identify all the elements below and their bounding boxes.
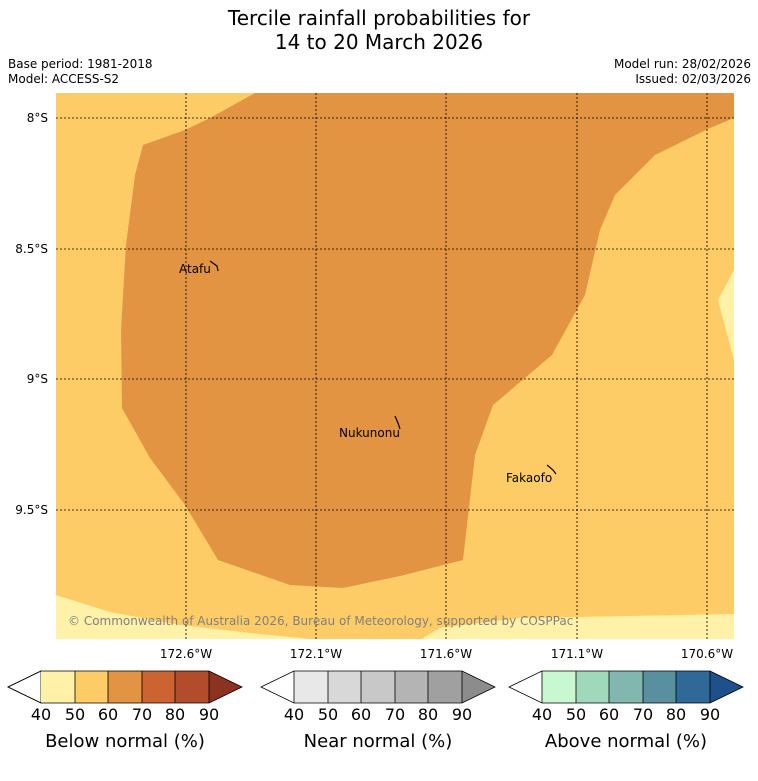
lon-label: 172.1°W: [290, 647, 342, 661]
atolls: [209, 260, 557, 475]
place-label-atafu: Atafu: [179, 262, 211, 276]
legend-label: Below normal (%): [45, 731, 205, 752]
legend-label: Above normal (%): [545, 731, 707, 752]
map-title: Tercile rainfall probabilities for 14 to…: [0, 6, 758, 54]
below-normal-60-70-region: [121, 93, 734, 588]
meta-left: Base period: 1981-2018 Model: ACCESS-S2: [8, 57, 153, 87]
legend-extend-min: [261, 671, 294, 703]
lon-label: 170.6°W: [681, 647, 733, 661]
title-line-2: 14 to 20 March 2026: [274, 30, 484, 54]
model-run: Model run: 28/02/2026: [613, 57, 751, 71]
lat-labels: 8°S 8.5°S 9°S 9.5°S: [15, 111, 48, 517]
legend-tick: 80: [165, 705, 185, 724]
legend-tick: 70: [633, 705, 653, 724]
legend-tick: 80: [666, 705, 686, 724]
lon-label: 171.6°W: [420, 647, 472, 661]
legend-dividers: [293, 671, 463, 703]
base-period: Base period: 1981-2018: [8, 57, 153, 71]
legend-tick: 80: [418, 705, 438, 724]
lon-label: 172.6°W: [160, 647, 212, 661]
legend-swatch: [676, 671, 710, 703]
legend-tick: 90: [199, 705, 219, 724]
legend-tick: 40: [284, 705, 304, 724]
legend-extend-max: [462, 671, 495, 703]
below-normal-40-50-region-southeast: [421, 614, 734, 639]
place-label-fakaofo: Fakaofo: [506, 471, 552, 485]
lat-label: 8.5°S: [15, 242, 48, 256]
legend-ticks: 40 50 60 70 80 90: [284, 705, 472, 724]
issued-date: Issued: 02/03/2026: [635, 72, 751, 86]
lon-labels: 172.6°W 172.1°W 171.6°W 171.1°W 170.6°W: [160, 647, 733, 661]
legend-tick: 70: [385, 705, 405, 724]
title-line-1: Tercile rainfall probabilities for: [227, 6, 531, 30]
legend-tick: 50: [566, 705, 586, 724]
map-area: [56, 93, 734, 639]
place-label-nukunonu: Nukunonu: [339, 426, 400, 440]
legend-tick: 60: [599, 705, 619, 724]
legend-near-normal: 40 50 60 70 80 90 Near normal (%): [260, 670, 496, 752]
fakaofo-atoll-shape: [546, 464, 557, 475]
legend-tick: 50: [65, 705, 85, 724]
legend-tick: 40: [532, 705, 552, 724]
legend-swatch: [294, 671, 328, 703]
legend-extend-max: [710, 671, 743, 703]
legend-swatch: [428, 671, 462, 703]
legend-tick: 50: [318, 705, 338, 724]
legend-ticks: 40 50 60 70 80 90: [31, 705, 219, 724]
legend-dividers: [74, 671, 210, 703]
legend-below-normal: 40 50 60 70 80 90 Below normal (%): [7, 670, 243, 752]
legend-extend-min: [509, 671, 542, 703]
legend-swatch: [41, 671, 75, 703]
lon-label: 171.1°W: [551, 647, 603, 661]
legend-label: Near normal (%): [304, 731, 453, 752]
lat-label: 8°S: [27, 111, 48, 125]
legend-extend-max: [209, 671, 242, 703]
legend-swatch: [108, 671, 142, 703]
model-name: Model: ACCESS-S2: [8, 72, 120, 86]
graticule: [56, 93, 734, 639]
legend-swatch: [361, 671, 395, 703]
meta-right: Model run: 28/02/2026 Issued: 02/03/2026: [614, 57, 751, 87]
copyright-notice: © Commonwealth of Australia 2026, Bureau…: [68, 614, 574, 628]
legend-swatch: [609, 671, 643, 703]
legend-tick: 40: [31, 705, 51, 724]
legend-swatch: [643, 671, 676, 703]
legend-above-normal: 40 50 60 70 80 90 Above normal (%): [508, 670, 744, 752]
place-labels: Atafu Nukunonu Fakaofo: [179, 262, 552, 485]
lat-label: 9°S: [27, 372, 48, 386]
atafu-atoll-shape: [209, 260, 219, 272]
legend-swatch: [542, 671, 576, 703]
below-normal-40-50-region-east: [718, 270, 734, 360]
legend-swatch: [75, 671, 108, 703]
legend-extend-min: [7, 670, 42, 704]
legend-ticks: 40 50 60 70 80 90: [532, 705, 720, 724]
legend-swatch: [395, 671, 428, 703]
below-normal-40-50-region-south: [56, 595, 310, 639]
nukunonu-atoll-shape: [394, 415, 401, 430]
legend-tick: 90: [452, 705, 472, 724]
legend-swatch: [175, 671, 209, 703]
legend-swatch: [142, 671, 175, 703]
lat-label: 9.5°S: [15, 503, 48, 517]
legend-tick: 90: [700, 705, 720, 724]
legend-dividers: [541, 671, 711, 703]
legend-tick: 60: [98, 705, 118, 724]
legend-tick: 60: [351, 705, 371, 724]
legend-swatch: [328, 671, 361, 703]
legend-swatch: [576, 671, 609, 703]
legend-tick: 70: [132, 705, 152, 724]
